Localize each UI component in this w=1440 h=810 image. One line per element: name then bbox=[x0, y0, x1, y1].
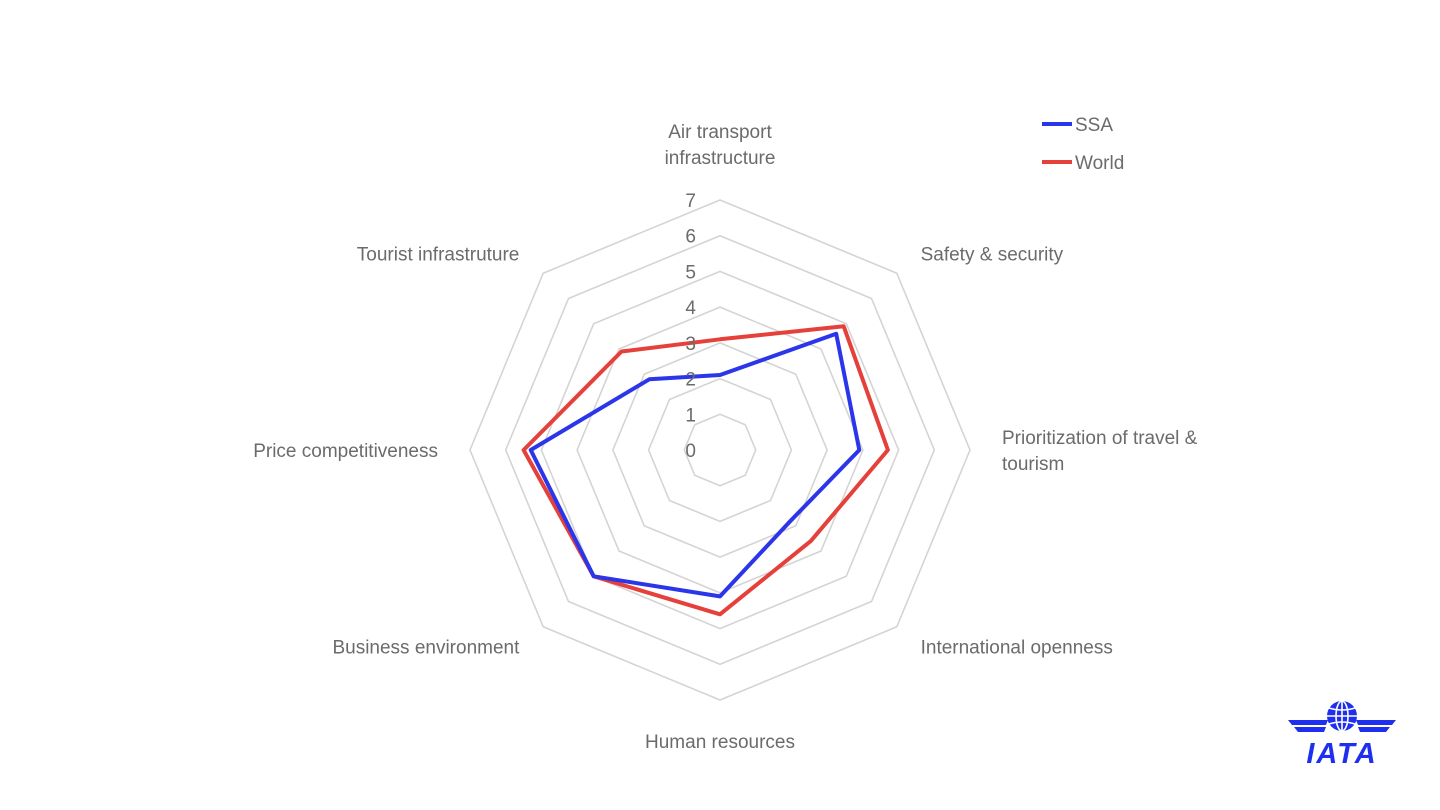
radar-grid bbox=[469, 199, 971, 701]
axis-label-3-line-0: International openness bbox=[921, 638, 1113, 659]
axis-label-2-line-0: Prioritization of travel & bbox=[1002, 428, 1198, 449]
tick-label-7: 7 bbox=[685, 191, 696, 212]
radial-ticks: 0 1 2 3 4 5 6 7 bbox=[685, 191, 696, 462]
axis-label-1-line-0: Safety & security bbox=[921, 244, 1064, 265]
grid-ring-6 bbox=[504, 234, 936, 666]
tick-label-5: 5 bbox=[685, 262, 696, 283]
axis-label-7-line-0: Tourist infrastruture bbox=[357, 244, 520, 265]
legend: SSA World bbox=[1042, 115, 1124, 174]
series-line-world bbox=[521, 324, 890, 617]
grid-ring-4 bbox=[576, 306, 864, 594]
axis-labels: Air transport infrastructure Safety & secu… bbox=[253, 122, 1197, 753]
grid-ring-2 bbox=[647, 377, 793, 523]
radar-series bbox=[521, 324, 890, 617]
tick-label-2: 2 bbox=[685, 370, 696, 391]
tick-label-6: 6 bbox=[685, 227, 696, 248]
series-line-ssa bbox=[528, 331, 862, 599]
legend-label-world: World bbox=[1075, 153, 1124, 174]
grid-ring-3 bbox=[612, 342, 828, 558]
grid-ring-1 bbox=[683, 413, 757, 487]
iata-logo-text: IATA bbox=[1306, 738, 1378, 770]
axis-label-4-line-0: Human resources bbox=[645, 732, 795, 753]
tick-label-4: 4 bbox=[685, 298, 696, 319]
grid-ring-7 bbox=[469, 199, 971, 701]
iata-globe-wings-logo bbox=[1288, 700, 1396, 732]
tick-label-1: 1 bbox=[685, 405, 696, 426]
axis-label-0-line-1: infrastructure bbox=[665, 148, 776, 169]
axis-label-5-line-0: Business environment bbox=[332, 638, 520, 659]
axis-label-0-line-0: Air transport bbox=[668, 122, 772, 143]
legend-label-ssa: SSA bbox=[1075, 115, 1113, 136]
axis-label-6-line-0: Price competitiveness bbox=[253, 441, 438, 462]
axis-label-2-line-1: tourism bbox=[1002, 454, 1064, 475]
grid-ring-5 bbox=[540, 270, 900, 630]
tick-label-0: 0 bbox=[685, 441, 696, 462]
tick-label-3: 3 bbox=[685, 334, 696, 355]
